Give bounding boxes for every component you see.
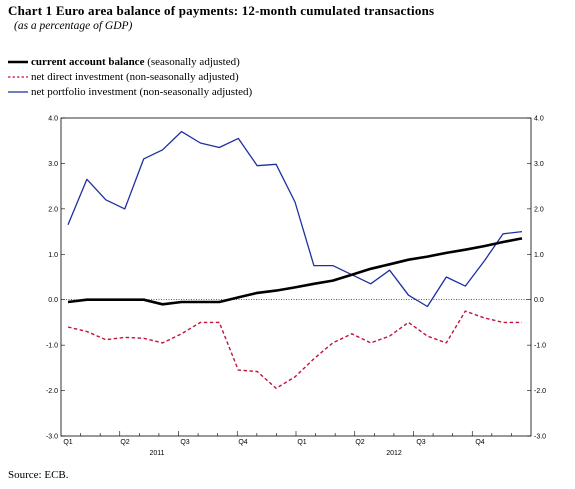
y-tick-label-left: 3.0 bbox=[48, 161, 58, 168]
legend-qualifier-current-account: (seasonally adjusted) bbox=[147, 55, 240, 68]
chart-title: Chart 1 Euro area balance of payments: 1… bbox=[8, 3, 435, 18]
x-quarter-label: Q1 bbox=[297, 439, 306, 446]
y-tick-label-left: -1.0 bbox=[46, 343, 58, 350]
y-tick-label-right: -3.0 bbox=[534, 434, 546, 441]
x-year-label: 2011 bbox=[149, 450, 164, 457]
x-quarter-label: Q3 bbox=[180, 439, 189, 446]
x-quarter-label: Q1 bbox=[63, 439, 72, 446]
legend-label-current-account: current account balance bbox=[31, 55, 145, 68]
legend-label-direct-investment: net direct investment bbox=[31, 70, 124, 83]
legend-swatch-portfolio-investment bbox=[8, 90, 28, 93]
legend-item-current-account: current account balance (seasonally adju… bbox=[8, 54, 252, 69]
x-quarter-label: Q3 bbox=[416, 439, 425, 446]
x-year-label: 2012 bbox=[386, 450, 402, 457]
series-line-current-account-balance bbox=[67, 237, 523, 306]
y-tick-label-left: -3.0 bbox=[46, 434, 58, 441]
y-tick-label-right: 2.0 bbox=[534, 206, 544, 213]
x-quarter-label: Q4 bbox=[238, 439, 247, 446]
y-tick-label-right: -2.0 bbox=[534, 388, 546, 395]
legend-qualifier-direct-investment: (non-seasonally adjusted) bbox=[126, 70, 239, 83]
source-note: Source: ECB. bbox=[8, 469, 69, 481]
series-line-net-direct-investment bbox=[67, 310, 522, 389]
legend-item-portfolio-investment: net portfolio investment (non-seasonally… bbox=[8, 84, 252, 99]
y-tick-label-right: -1.0 bbox=[534, 343, 546, 350]
y-tick-label-left: 2.0 bbox=[48, 206, 58, 213]
x-quarter-label: Q2 bbox=[355, 439, 364, 446]
y-tick-label-left: 1.0 bbox=[48, 252, 58, 259]
plot-frame bbox=[60, 117, 532, 437]
legend-swatch-current-account bbox=[8, 60, 28, 63]
legend-label-portfolio-investment: net portfolio investment bbox=[31, 85, 137, 98]
legend-qualifier-portfolio-investment: (non-seasonally adjusted) bbox=[139, 85, 253, 98]
y-tick-label-right: 0.0 bbox=[534, 297, 544, 304]
legend-swatch-direct-investment bbox=[8, 75, 28, 78]
y-tick-label-left: 0.0 bbox=[48, 297, 58, 304]
x-quarter-label: Q2 bbox=[120, 439, 129, 446]
chart-subtitle: (as a percentage of GDP) bbox=[14, 20, 133, 32]
y-tick-label-right: 1.0 bbox=[534, 252, 544, 259]
y-tick-label-left: 4.0 bbox=[48, 116, 58, 123]
y-tick-label-right: 3.0 bbox=[534, 161, 544, 168]
chart-legend: current account balance (seasonally adju… bbox=[8, 54, 252, 99]
x-quarter-label: Q4 bbox=[475, 439, 484, 446]
y-tick-label-right: 4.0 bbox=[534, 116, 544, 123]
series-line-net-portfolio-investment bbox=[67, 130, 523, 308]
y-tick-label-left: -2.0 bbox=[46, 388, 58, 395]
legend-item-direct-investment: net direct investment (non-seasonally ad… bbox=[8, 69, 252, 84]
